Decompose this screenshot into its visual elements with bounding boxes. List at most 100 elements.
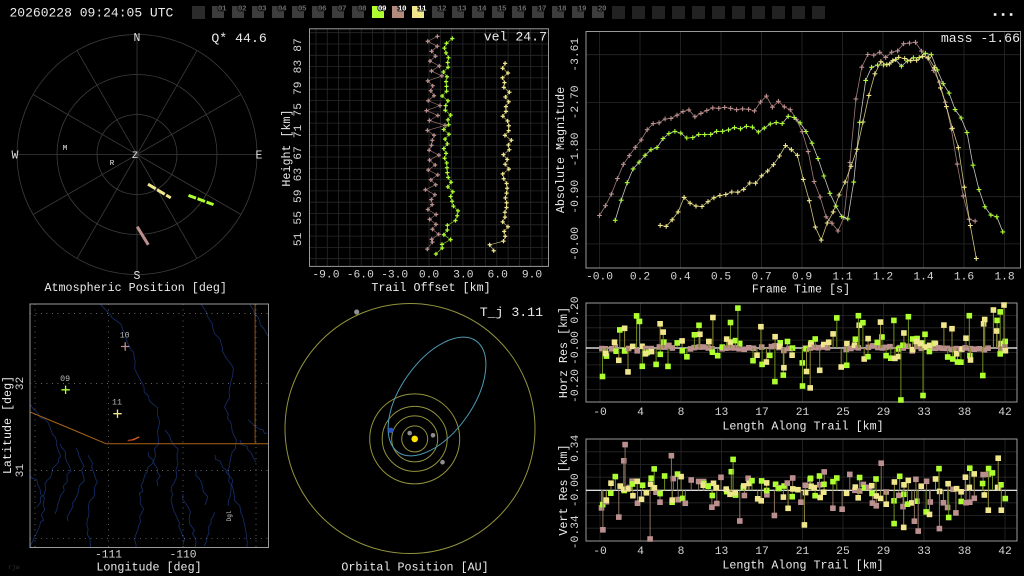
svg-text:Z: Z (132, 151, 138, 162)
svg-text:6.0: 6.0 (488, 270, 509, 282)
svg-text:0.34: 0.34 (570, 435, 582, 462)
svg-text:0.9: 0.9 (792, 272, 812, 284)
svg-text:25: 25 (836, 546, 850, 558)
svg-text:mass -1.66: mass -1.66 (941, 31, 1020, 46)
svg-text:79: 79 (293, 81, 305, 95)
svg-text:09: 09 (378, 5, 387, 13)
svg-text:14: 14 (478, 5, 487, 13)
svg-text:06: 06 (318, 5, 327, 13)
svg-text:3.0: 3.0 (453, 270, 474, 282)
svg-text:63: 63 (293, 168, 305, 182)
svg-text:31: 31 (15, 464, 27, 478)
svg-text:67: 67 (293, 146, 305, 160)
svg-text:W: W (12, 150, 19, 163)
svg-text:8: 8 (678, 407, 685, 419)
svg-text:Longitude [deg]: Longitude [deg] (96, 561, 201, 575)
svg-text:33: 33 (917, 407, 931, 419)
svg-text:Length Along Trail [km]: Length Along Trail [km] (722, 420, 883, 434)
svg-text:17: 17 (755, 546, 769, 558)
svg-text:10: 10 (120, 332, 130, 341)
svg-text:10: 10 (398, 5, 407, 13)
svg-text:Atmospheric Position [deg]: Atmospheric Position [deg] (45, 281, 227, 295)
svg-text:21: 21 (796, 407, 810, 419)
svg-text:12: 12 (438, 5, 447, 13)
svg-text:Length Along Trail [km]: Length Along Trail [km] (722, 559, 883, 573)
svg-text:Vert Res [km]: Vert Res [km] (557, 444, 571, 535)
svg-text:11: 11 (418, 5, 427, 13)
svg-text:0.2: 0.2 (630, 272, 650, 284)
svg-text:S: S (134, 270, 141, 283)
svg-text:17: 17 (538, 5, 547, 13)
svg-text:1.1: 1.1 (832, 272, 853, 284)
svg-text:Dgl: Dgl (226, 510, 233, 521)
svg-text:71: 71 (293, 124, 305, 138)
svg-text:04: 04 (278, 5, 287, 13)
svg-text:32: 32 (15, 377, 27, 391)
svg-text:9.0: 9.0 (522, 270, 543, 282)
svg-text:-0.20: -0.20 (570, 369, 582, 403)
svg-text:Absolute Magnitude: Absolute Magnitude (554, 87, 568, 213)
svg-text:01: 01 (218, 5, 227, 13)
svg-text:-0: -0 (593, 407, 607, 419)
svg-text:13: 13 (715, 546, 729, 558)
svg-text:87: 87 (293, 38, 305, 52)
svg-text:rjw: rjw (8, 564, 20, 571)
svg-text:-9.0: -9.0 (312, 270, 339, 282)
svg-text:-0.00: -0.00 (570, 473, 582, 507)
svg-text:-0.90: -0.90 (570, 180, 582, 214)
svg-text:8: 8 (678, 546, 685, 558)
svg-text:Frame Time [s]: Frame Time [s] (752, 283, 850, 297)
svg-text:16: 16 (518, 5, 527, 13)
svg-text:42: 42 (998, 546, 1012, 558)
svg-text:Q* 44.6: Q* 44.6 (211, 31, 266, 46)
svg-text:19: 19 (578, 5, 587, 13)
svg-text:Height [km]: Height [km] (280, 109, 294, 186)
svg-text:20: 20 (598, 5, 607, 13)
svg-text:E: E (256, 150, 263, 163)
svg-text:T_j 3.11: T_j 3.11 (480, 305, 543, 320)
svg-text:0.0: 0.0 (419, 270, 440, 282)
svg-text:4: 4 (637, 546, 644, 558)
svg-text:20260228 09:24:05 UTC: 20260228 09:24:05 UTC (10, 6, 174, 21)
svg-text:38: 38 (958, 546, 972, 558)
svg-text:51: 51 (293, 232, 305, 246)
svg-text:4: 4 (637, 407, 644, 419)
svg-text:-2.70: -2.70 (570, 85, 582, 119)
svg-text:18: 18 (558, 5, 567, 13)
svg-text:33: 33 (917, 546, 931, 558)
svg-text:Horz Res [km]: Horz Res [km] (557, 307, 571, 398)
svg-text:vel 24.7: vel 24.7 (484, 30, 547, 45)
svg-text:0.5: 0.5 (711, 272, 732, 284)
svg-text:-6.0: -6.0 (347, 270, 374, 282)
svg-text:17: 17 (755, 407, 769, 419)
svg-text:-3.0: -3.0 (381, 270, 408, 282)
svg-text:21: 21 (796, 546, 810, 558)
svg-text:02: 02 (238, 5, 247, 13)
svg-text:-111: -111 (95, 550, 122, 562)
svg-text:Latitude [deg]: Latitude [deg] (1, 376, 15, 474)
svg-text:Orbital Position [AU]: Orbital Position [AU] (341, 561, 488, 575)
svg-text:55: 55 (293, 211, 305, 225)
svg-text:1.6: 1.6 (954, 272, 975, 284)
svg-text:0.7: 0.7 (751, 272, 771, 284)
svg-text:-0.0: -0.0 (586, 272, 613, 284)
svg-text:05: 05 (298, 5, 307, 13)
svg-text:M: M (63, 145, 68, 153)
svg-text:13: 13 (715, 407, 729, 419)
svg-text:75: 75 (293, 103, 305, 117)
svg-text:25: 25 (836, 407, 850, 419)
svg-text:N: N (134, 32, 141, 45)
svg-text:-3.61: -3.61 (570, 38, 582, 72)
svg-text:1.2: 1.2 (873, 272, 893, 284)
svg-text:07: 07 (338, 5, 347, 13)
svg-text:-0.00: -0.00 (570, 331, 582, 365)
svg-text:42: 42 (998, 407, 1012, 419)
svg-text:09: 09 (60, 375, 70, 384)
svg-text:Trail Offset [km]: Trail Offset [km] (371, 281, 490, 295)
svg-text:0.4: 0.4 (670, 272, 691, 284)
svg-text:13: 13 (458, 5, 467, 13)
svg-text:1.8: 1.8 (994, 272, 1015, 284)
svg-text:15: 15 (498, 5, 507, 13)
svg-text:83: 83 (293, 60, 305, 74)
svg-text:03: 03 (258, 5, 267, 13)
